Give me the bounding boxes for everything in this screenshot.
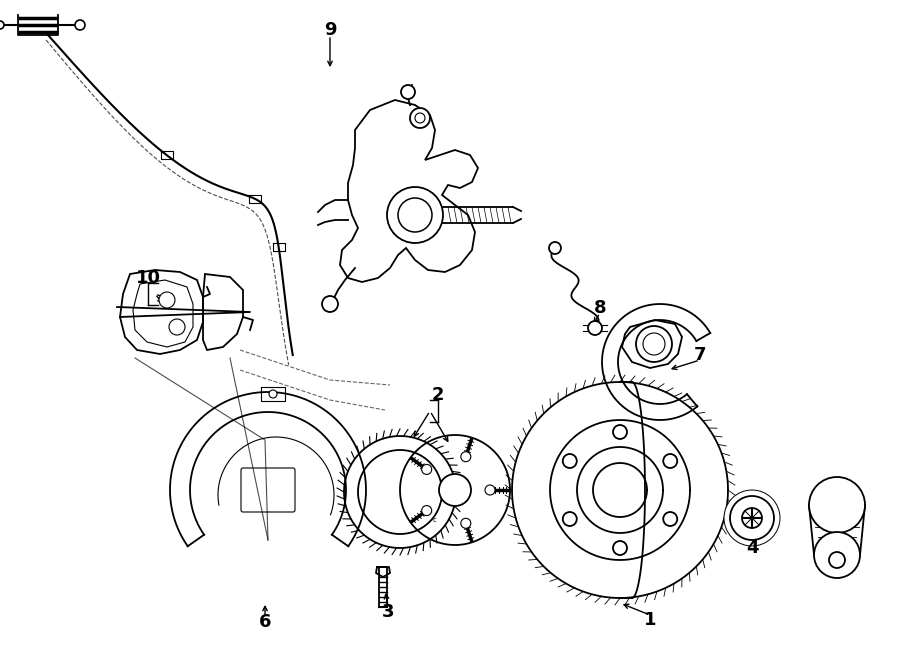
- Text: c: c: [568, 516, 572, 522]
- Circle shape: [439, 474, 471, 506]
- Circle shape: [169, 319, 185, 335]
- Circle shape: [159, 292, 175, 308]
- Circle shape: [814, 532, 860, 578]
- Text: c: c: [669, 516, 672, 522]
- Circle shape: [663, 512, 677, 526]
- Text: 8: 8: [594, 299, 607, 317]
- Text: 10: 10: [136, 269, 160, 287]
- Circle shape: [75, 20, 85, 30]
- Text: 7: 7: [694, 346, 706, 364]
- Circle shape: [410, 108, 430, 128]
- Circle shape: [730, 496, 774, 540]
- Text: 1: 1: [644, 611, 656, 629]
- Circle shape: [322, 296, 338, 312]
- Circle shape: [401, 85, 415, 99]
- Circle shape: [588, 321, 602, 335]
- Circle shape: [461, 451, 471, 462]
- Circle shape: [809, 477, 865, 533]
- Circle shape: [415, 113, 425, 123]
- FancyBboxPatch shape: [241, 468, 295, 512]
- Circle shape: [422, 506, 432, 516]
- Circle shape: [398, 198, 432, 232]
- Circle shape: [829, 552, 845, 568]
- Circle shape: [387, 187, 443, 243]
- Circle shape: [643, 333, 665, 355]
- Circle shape: [613, 541, 627, 555]
- Circle shape: [422, 465, 432, 475]
- Text: c: c: [618, 429, 622, 435]
- Circle shape: [485, 485, 495, 495]
- Circle shape: [742, 508, 762, 528]
- Text: c: c: [618, 545, 622, 551]
- Circle shape: [461, 518, 471, 528]
- Text: c: c: [433, 517, 436, 523]
- Circle shape: [663, 454, 677, 468]
- Text: 6: 6: [259, 613, 271, 631]
- Text: 4: 4: [746, 539, 758, 557]
- Circle shape: [269, 390, 277, 398]
- Circle shape: [562, 454, 577, 468]
- Circle shape: [613, 425, 627, 439]
- Text: c: c: [568, 458, 572, 464]
- Text: c: c: [669, 458, 672, 464]
- Text: 5: 5: [830, 526, 842, 544]
- Text: 9: 9: [324, 21, 337, 39]
- Circle shape: [0, 21, 4, 29]
- Circle shape: [636, 326, 672, 362]
- Circle shape: [724, 490, 780, 546]
- Text: 3: 3: [382, 603, 394, 621]
- Circle shape: [562, 512, 577, 526]
- Text: 2: 2: [432, 386, 445, 404]
- Circle shape: [549, 242, 561, 254]
